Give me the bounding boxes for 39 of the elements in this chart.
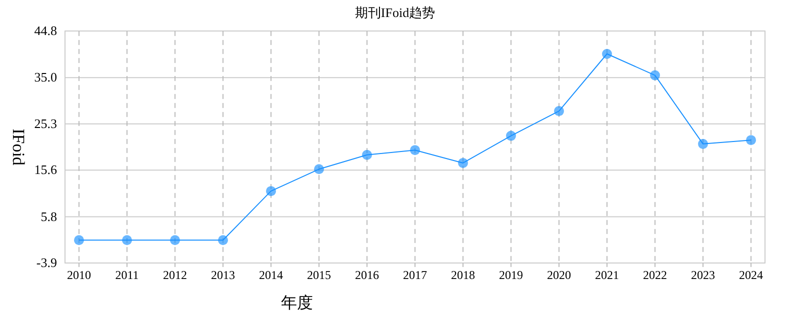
x-tick-label: 2011 (115, 268, 139, 282)
y-axis-title: IFoid (9, 128, 28, 166)
x-tick-label: 2021 (595, 268, 619, 282)
y-tick-label: -3.9 (36, 255, 57, 270)
point (170, 235, 180, 246)
x-tick-label: 2019 (499, 268, 523, 282)
point (218, 235, 228, 246)
point (650, 70, 660, 80)
point (266, 186, 276, 196)
point (314, 164, 324, 174)
y-tick-label: 5.8 (40, 208, 57, 224)
x-tick-label: 2022 (643, 268, 667, 282)
y-tick-label: 15.6 (34, 162, 58, 178)
x-axis-title: 年度 (281, 294, 313, 312)
x-tick-label: 2012 (163, 268, 187, 282)
x-tick-label: 2015 (307, 268, 331, 282)
x-tick-label: 2017 (403, 268, 427, 282)
point (602, 48, 612, 59)
point (458, 158, 468, 168)
y-tick-label: 44.8 (34, 23, 57, 38)
point (410, 145, 420, 156)
y-tick-label: 25.3 (34, 116, 57, 131)
point (554, 106, 564, 116)
x-tick-label: 2013 (211, 268, 235, 282)
point (74, 235, 84, 246)
y-tick-label: 35.0 (34, 70, 57, 85)
point (122, 235, 132, 246)
point (746, 135, 756, 146)
point (362, 150, 372, 160)
x-tick-label: 2020 (547, 268, 571, 282)
x-tick-label: 2016 (355, 268, 379, 282)
x-tick-label: 2018 (451, 268, 475, 282)
x-tick-label: 2024 (739, 268, 763, 282)
chart-title: 期刊IFoid趋势 (354, 5, 436, 20)
x-tick-label: 2014 (259, 268, 283, 282)
point (506, 130, 516, 141)
point (698, 138, 708, 149)
x-tick-label: 2023 (691, 268, 715, 282)
x-tick-label: 2010 (67, 268, 91, 282)
